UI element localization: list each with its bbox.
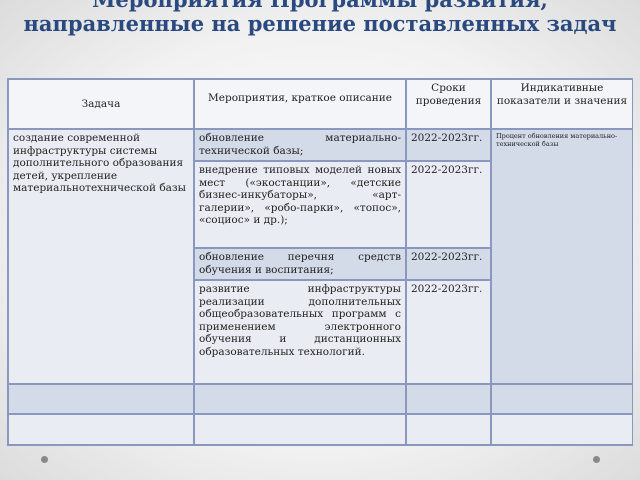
activity-cell: обновление перечня средств обучения и во… (194, 248, 406, 280)
task-cell: создание современной инфраструктуры сист… (8, 129, 194, 384)
empty-cell (406, 384, 491, 414)
term-cell: 2022-2023гг. (406, 280, 491, 384)
empty-cell (8, 384, 194, 414)
empty-cell (491, 414, 633, 445)
slide-title: Мероприятия Программы развития, направле… (23, 0, 617, 36)
header-terms: Сроки проведения (406, 79, 491, 129)
decorative-dot-icon (41, 456, 48, 463)
empty-cell (406, 414, 491, 445)
activity-cell: внедрение типовых моделей новых мест («э… (194, 161, 406, 248)
header-task: Задача (8, 79, 194, 129)
term-cell: 2022-2023гг. (406, 248, 491, 280)
header-indicators: Индикативные показатели и значения (491, 79, 633, 129)
term-cell: 2022-2023гг. (406, 129, 491, 161)
empty-cell (194, 414, 406, 445)
indicator-cell: Процент обновления материально-техническ… (491, 129, 633, 384)
activity-cell: обновление материально-технической базы; (194, 129, 406, 161)
term-cell: 2022-2023гг. (406, 161, 491, 248)
header-activities: Мероприятия, краткое описание (194, 79, 406, 129)
empty-cell (8, 414, 194, 445)
decorative-dot-icon (593, 456, 600, 463)
empty-cell (194, 384, 406, 414)
activities-table: Задача Мероприятия, краткое описание Сро… (7, 78, 633, 446)
activity-cell: развитие инфраструктуры реализации допол… (194, 280, 406, 384)
empty-cell (491, 384, 633, 414)
